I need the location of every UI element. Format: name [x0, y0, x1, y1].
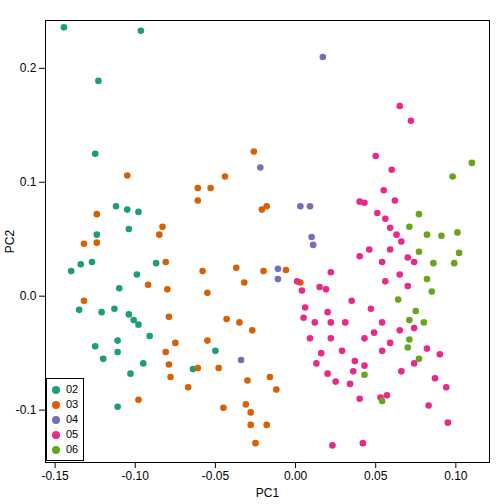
svg-text:-0.1: -0.1: [16, 403, 37, 417]
html-text:02: 02: [66, 383, 79, 395]
svg-text:0.10: 0.10: [444, 469, 468, 483]
html-text:03: 03: [66, 398, 79, 410]
svg-text:-0.05: -0.05: [202, 469, 230, 483]
svg-text:-0.15: -0.15: [41, 469, 69, 483]
html-text:04: 04: [66, 413, 79, 425]
svg-text:0.0: 0.0: [20, 289, 37, 303]
svg-text:0.1: 0.1: [20, 175, 37, 189]
html-text:05: 05: [66, 428, 79, 440]
svg-text:PC1: PC1: [256, 486, 280, 500]
svg-text:0.00: 0.00: [284, 469, 308, 483]
svg-text:PC2: PC2: [3, 230, 17, 254]
svg-text:-0.10: -0.10: [122, 469, 150, 483]
svg-text:0.2: 0.2: [20, 61, 37, 75]
html-text:06: 06: [66, 443, 79, 455]
svg-text:0.05: 0.05: [364, 469, 388, 483]
